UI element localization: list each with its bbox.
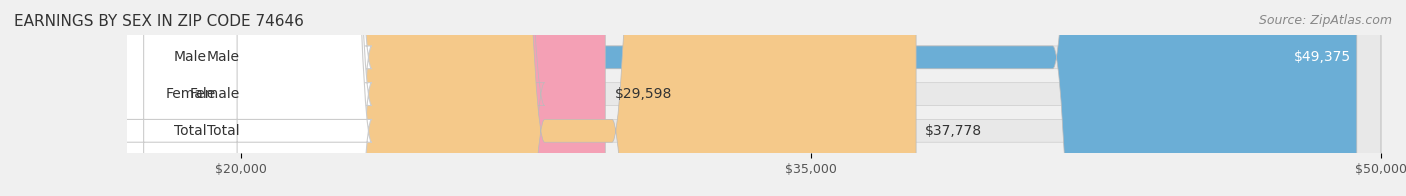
- Text: Total: Total: [207, 124, 239, 138]
- FancyBboxPatch shape: [240, 0, 605, 196]
- Text: Male: Male: [207, 50, 239, 64]
- Text: Source: ZipAtlas.com: Source: ZipAtlas.com: [1258, 14, 1392, 27]
- FancyBboxPatch shape: [240, 0, 1381, 196]
- Text: Female: Female: [166, 87, 215, 101]
- Text: $37,778: $37,778: [925, 124, 983, 138]
- Text: Female: Female: [190, 87, 239, 101]
- FancyBboxPatch shape: [8, 0, 371, 196]
- FancyBboxPatch shape: [240, 0, 1381, 196]
- FancyBboxPatch shape: [8, 0, 371, 196]
- FancyBboxPatch shape: [240, 0, 917, 196]
- FancyBboxPatch shape: [240, 0, 1357, 196]
- Text: EARNINGS BY SEX IN ZIP CODE 74646: EARNINGS BY SEX IN ZIP CODE 74646: [14, 14, 304, 29]
- FancyBboxPatch shape: [8, 0, 371, 196]
- Text: Male: Male: [174, 50, 207, 64]
- Text: $29,598: $29,598: [614, 87, 672, 101]
- Text: $49,375: $49,375: [1294, 50, 1351, 64]
- Text: Total: Total: [174, 124, 207, 138]
- FancyBboxPatch shape: [240, 0, 1381, 196]
